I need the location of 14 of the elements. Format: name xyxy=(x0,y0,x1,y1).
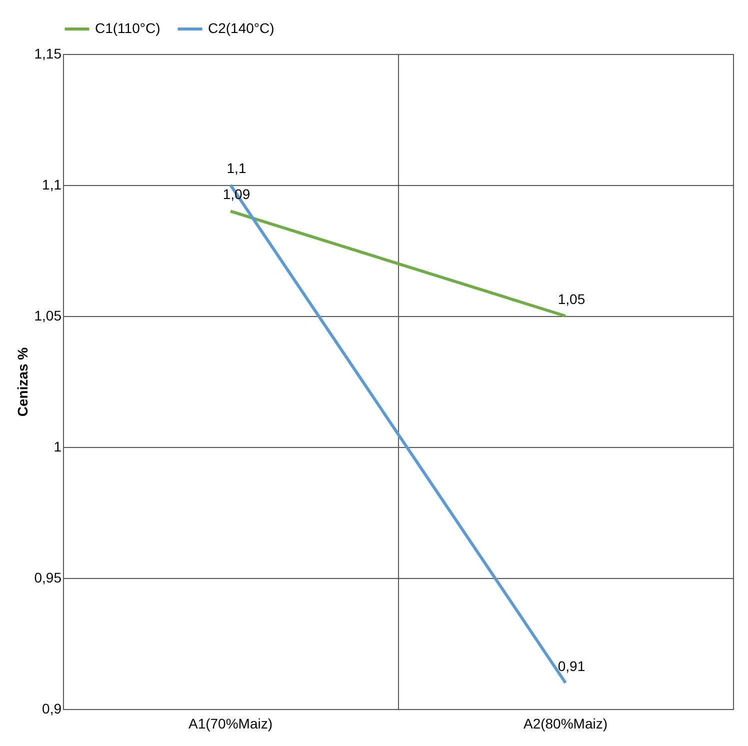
data-label: 0,91 xyxy=(558,658,586,674)
data-label: 1,1 xyxy=(226,160,246,176)
y-tick-label: 1 xyxy=(54,438,62,454)
x-tick-label: A1(70%Maiz) xyxy=(188,716,273,732)
x-tick-label: A2(80%Maiz) xyxy=(523,716,608,732)
legend-label: C2(140°C) xyxy=(208,20,274,36)
legend-label: C1(110°C) xyxy=(95,20,160,36)
data-label: 1,05 xyxy=(558,291,586,307)
y-axis-title: Cenizas % xyxy=(14,346,30,417)
y-tick-label: 1,1 xyxy=(42,176,62,192)
y-tick-label: 1,15 xyxy=(34,46,62,62)
y-tick-label: 0,9 xyxy=(42,700,62,716)
y-tick-label: 1,05 xyxy=(34,308,62,324)
y-tick-label: 0,95 xyxy=(34,570,62,586)
